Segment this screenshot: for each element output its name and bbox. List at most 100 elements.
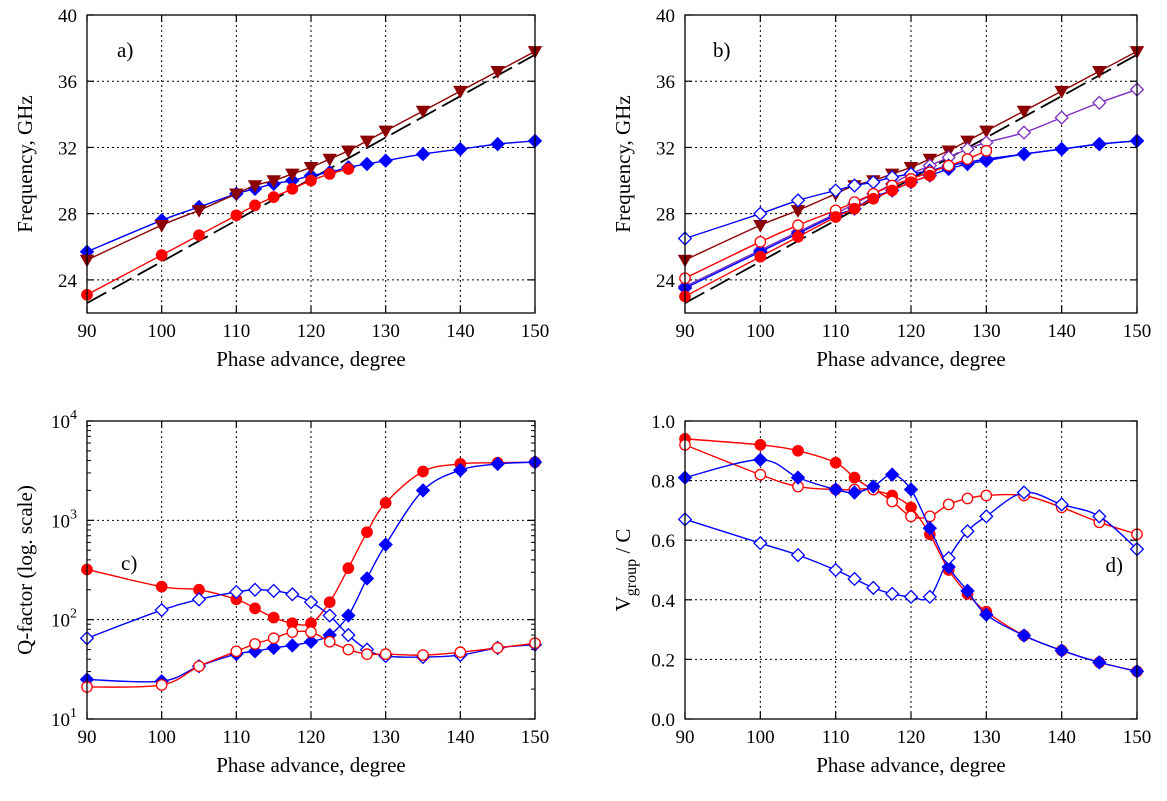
ticks: 90 100 110 120 130 140 150 0.0 0.2 0.4 0.6 0.8 1.0 (651, 412, 1151, 748)
plot-frame (684, 14, 1138, 314)
y-axis-label: Vgroup / C (611, 529, 640, 612)
y-tick-label: 40 (58, 6, 77, 27)
data-point (379, 496, 392, 509)
data-point (790, 193, 806, 208)
series-line (684, 459, 1138, 673)
x-tick-label: 130 (972, 321, 1001, 342)
data-point (829, 211, 842, 223)
data-point (790, 547, 806, 563)
data-point (266, 583, 281, 599)
data-point (922, 521, 938, 536)
data-point (1054, 643, 1069, 658)
data-point (342, 163, 355, 175)
data-point (979, 607, 994, 622)
plot-frame (86, 420, 536, 720)
data-point (792, 219, 804, 232)
data-point (378, 125, 393, 139)
x-tick-label: 150 (521, 321, 550, 342)
series-line (86, 461, 536, 626)
data-point (303, 162, 319, 175)
y-tick-label: 103 (51, 507, 77, 532)
x-tick-label: 120 (297, 321, 326, 342)
y-tick-label: 102 (51, 607, 77, 632)
data-point (247, 582, 263, 597)
data-point (942, 498, 955, 511)
data-point (1092, 95, 1107, 110)
data-point (266, 175, 281, 188)
y-tick-label: 0.6 (651, 531, 675, 552)
data-point (249, 602, 261, 615)
series-line (684, 444, 1138, 535)
data-point (267, 632, 280, 645)
data-point (303, 634, 319, 649)
data-point (884, 467, 900, 482)
series-line (86, 461, 536, 683)
series-line (86, 140, 536, 253)
data-point (980, 144, 993, 157)
data-point (847, 571, 862, 587)
series-line (684, 88, 1138, 288)
x-tick-label: 120 (897, 727, 926, 748)
data-point (754, 235, 767, 248)
series-line (86, 50, 536, 261)
y-tick-label: 32 (656, 138, 675, 159)
data-point (303, 594, 319, 610)
data-point (155, 249, 168, 261)
plot-frame (86, 14, 536, 314)
data-point (1092, 66, 1107, 79)
x-tick-label: 100 (147, 321, 176, 342)
data-point (359, 156, 375, 172)
x-tick-label: 110 (222, 321, 250, 342)
data-point (753, 535, 768, 551)
x-tick-label: 100 (147, 727, 176, 748)
data-point (305, 174, 317, 187)
panel-a: Phase advance, degree Frequency, GHz 90 1… (13, 6, 549, 371)
data-point (285, 587, 300, 602)
series-1 (79, 454, 543, 689)
data-point (979, 125, 994, 139)
y-tick-label: 40 (656, 6, 675, 27)
data-point (754, 250, 767, 263)
data-point (960, 583, 975, 599)
data-point (454, 646, 467, 659)
data-point (848, 202, 861, 215)
data-point (980, 489, 993, 502)
data-point (249, 638, 261, 650)
ticks: 90 100 110 120 130 140 150 24 28 32 36 40 (656, 6, 1151, 342)
x-tick-label: 90 (78, 727, 97, 748)
x-tick-label: 140 (446, 727, 475, 748)
data-point (961, 492, 974, 505)
data-point (886, 184, 899, 197)
y-tick-label: 36 (58, 72, 77, 93)
series-3 (677, 485, 1145, 605)
data-point (378, 153, 393, 168)
series-line (684, 50, 1138, 261)
data-point (191, 592, 207, 607)
data-point (229, 584, 244, 600)
grid (87, 421, 535, 719)
panel-label: c) (121, 551, 137, 575)
y-tick-label: 104 (51, 408, 77, 433)
data-point (361, 526, 373, 539)
data-point (305, 626, 317, 638)
data-point (359, 571, 375, 586)
data-point (979, 153, 994, 168)
y-axis-label-subscript: group (623, 559, 640, 596)
grid (685, 15, 1137, 313)
data-point (884, 586, 900, 602)
data-point (342, 643, 355, 656)
data-point (191, 205, 207, 218)
series-line (684, 491, 1138, 601)
data-point (491, 642, 504, 654)
x-tick-label: 150 (521, 727, 550, 748)
y-axis-label: Frequency, GHz (13, 95, 37, 232)
data-point (453, 141, 468, 157)
data-point (230, 209, 243, 222)
y-tick-label: 36 (656, 72, 675, 93)
series-line (86, 589, 536, 658)
data-point (490, 66, 505, 79)
data-point (1054, 141, 1069, 157)
panel-label: a) (117, 38, 133, 62)
series-3 (81, 626, 541, 693)
x-axis-label: Phase advance, degree (216, 753, 405, 777)
